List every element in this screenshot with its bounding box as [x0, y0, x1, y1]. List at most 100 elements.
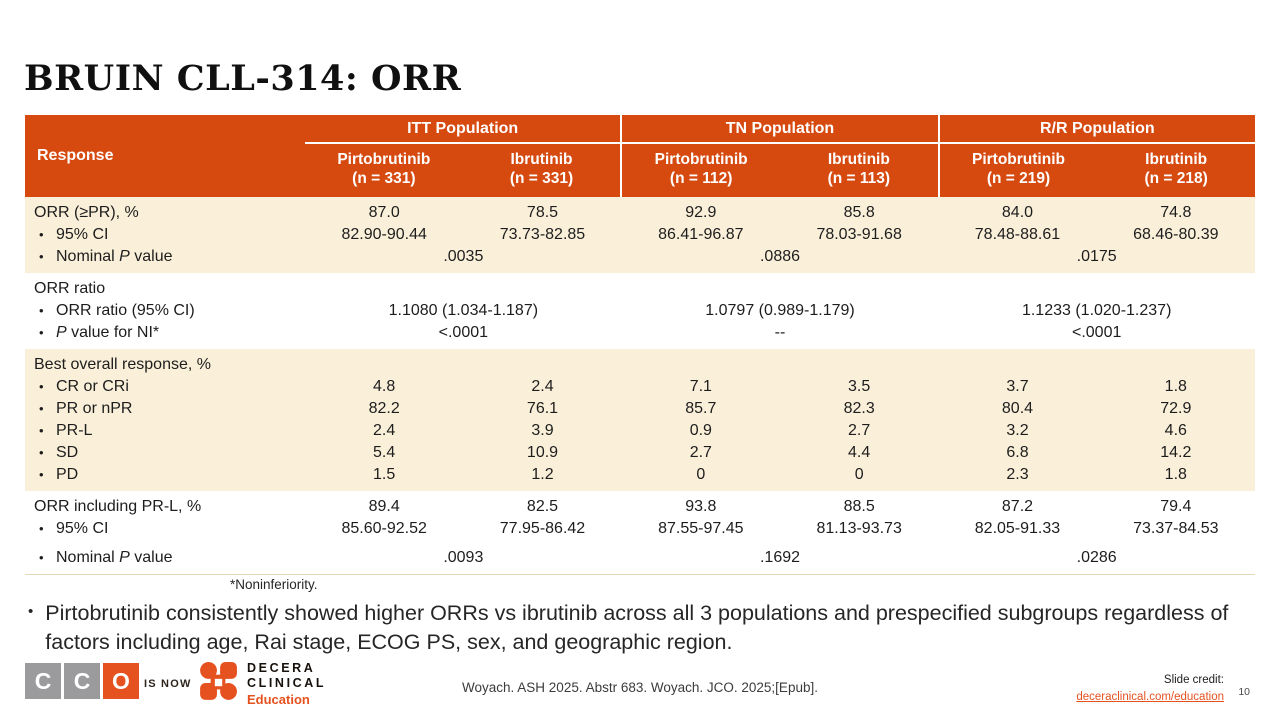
results-table: Response ITT Population Pirtobrutinib (n… [25, 115, 1255, 592]
sample-size: (n = 218) [1144, 170, 1208, 188]
cell-value: 14.2 [1160, 443, 1192, 461]
page-title: BRUIN CLL-314: ORR [24, 58, 462, 99]
bullet-icon: • [39, 400, 44, 416]
cell-value: 72.9 [1160, 399, 1192, 417]
decera-logo-icon [198, 661, 238, 707]
sample-size: (n = 331) [352, 170, 416, 188]
cco-letter: C [64, 663, 100, 699]
cell-value: 73.37-84.53 [1133, 519, 1219, 537]
column-header-arm: Pirtobrutinib (n = 331) [305, 144, 463, 197]
cell-value-span: .1692 [759, 548, 801, 566]
group-header-tn: TN Population Pirtobrutinib (n = 112) Ib… [620, 115, 938, 197]
cell-value: 6.8 [1006, 443, 1029, 461]
population-label: TN Population [622, 115, 938, 144]
cell-value: 82.3 [843, 399, 875, 417]
cell-value: 92.9 [685, 203, 717, 221]
cell-value: 4.6 [1164, 421, 1187, 439]
cco-letter: O [103, 663, 139, 699]
cell-value: 68.46-80.39 [1133, 225, 1219, 243]
row-label: • 95% CI [25, 224, 305, 246]
cell-value: 1.5 [373, 465, 396, 483]
row-label: • PR-L [25, 420, 305, 442]
cell-value: 87.2 [1001, 497, 1034, 515]
sample-size: (n = 331) [509, 170, 574, 188]
cell-value: 0 [854, 465, 864, 483]
bullet-icon: • [39, 302, 44, 318]
population-label: R/R Population [939, 115, 1255, 144]
cell-value: 1.2 [531, 465, 554, 483]
sample-size: (n = 219) [986, 170, 1051, 188]
bullet-icon: • [39, 378, 44, 394]
cell-value-span: 1.0797 (0.989-1.179) [705, 301, 855, 319]
row-label: • PD [25, 464, 305, 486]
cell-value-span: .0175 [1076, 247, 1117, 265]
cell-value: 7.1 [689, 377, 712, 395]
cell-value: 85.7 [685, 399, 717, 417]
cell-value: 84.0 [1001, 203, 1034, 221]
cell-value: 86.41-96.87 [658, 225, 744, 243]
cell-value: 3.7 [1006, 377, 1029, 395]
bullet-icon: • [39, 248, 44, 264]
table-row: • 95% CI 82.90-90.44 73.73-82.85 86.41-96… [25, 224, 1255, 246]
cell-value: 80.4 [1001, 399, 1034, 417]
cell-value-span: 1.1080 (1.034-1.187) [388, 301, 539, 319]
cell-value: 78.5 [526, 203, 559, 221]
group-header-itt: ITT Population Pirtobrutinib (n = 331) I… [305, 115, 621, 197]
row-label: • Nominal P value [25, 246, 305, 268]
decera-education-label: Education [247, 692, 310, 707]
cell-value: 77.95-86.42 [499, 519, 586, 537]
cell-value: 2.7 [848, 421, 871, 439]
cell-value-span: -- [774, 323, 786, 341]
cell-value: 4.4 [848, 443, 871, 461]
drug-name: Ibrutinib [1145, 151, 1208, 168]
decera-logo: DECERA CLINICAL Education [198, 661, 326, 707]
takeaway-bullet: • Pirtobrutinib consistently showed high… [26, 599, 1250, 656]
table-footnote: *Noninferiority. [25, 573, 1255, 592]
sample-size: (n = 113) [827, 170, 891, 188]
row-label: Best overall response, % [34, 355, 211, 373]
cell-value: 89.4 [368, 497, 400, 515]
group-header-rr: R/R Population Pirtobrutinib (n = 219) I… [937, 115, 1255, 197]
cell-value: 87.0 [368, 203, 400, 221]
section-orr-including-prl: ORR including PR-L, % 89.4 82.5 93.8 88.… [25, 490, 1255, 574]
row-label: ORR (≥PR), % [34, 203, 139, 221]
cell-value: 78.48-88.61 [974, 225, 1061, 243]
row-label: • 95% CI [25, 518, 305, 540]
cell-value: 1.8 [1164, 377, 1187, 395]
table-row: ORR ratio [25, 278, 1255, 300]
cell-value: 0 [696, 465, 706, 483]
bullet-icon: • [39, 549, 44, 565]
citation: Woyach. ASH 2025. Abstr 683. Woyach. JCO… [462, 680, 818, 695]
cell-value: 93.8 [685, 497, 717, 515]
slide-credit: Slide credit: deceraclinical.com/educati… [1076, 672, 1224, 707]
cco-letter: C [25, 663, 61, 699]
cell-value: 2.3 [1006, 465, 1029, 483]
section-orr-ratio: ORR ratio • ORR ratio (95% CI) 1.1080 (1.… [25, 272, 1255, 349]
table-row: • CR or CRi 4.8 2.4 7.1 3.5 3.7 1.8 [25, 376, 1255, 398]
cell-value: 82.05-91.33 [974, 519, 1061, 537]
table-row: Best overall response, % [25, 354, 1255, 376]
drug-name: Pirtobrutinib [654, 151, 748, 168]
column-header-arm: Ibrutinib (n = 218) [1097, 144, 1255, 197]
cell-value: 76.1 [526, 399, 559, 417]
column-header-arm: Ibrutinib (n = 331) [463, 144, 621, 197]
cell-value: 0.9 [689, 421, 712, 439]
cell-value-span: <.0001 [1071, 323, 1122, 341]
takeaway-text: Pirtobrutinib consistently showed higher… [45, 601, 1229, 654]
bullet-icon: • [39, 324, 44, 340]
cell-value-span: .0035 [443, 247, 484, 265]
cell-value-span: .0093 [443, 548, 484, 566]
drug-name: Pirtobrutinib [971, 151, 1065, 168]
cell-value: 4.8 [373, 377, 396, 395]
cell-value-span: .0286 [1076, 548, 1117, 566]
slide-credit-link[interactable]: deceraclinical.com/education [1076, 691, 1224, 704]
table-row: • ORR ratio (95% CI) 1.1080 (1.034-1.187)… [25, 300, 1255, 322]
is-now-label: IS NOW [144, 678, 192, 690]
section-orr: ORR (≥PR), % 87.0 78.5 92.9 85.8 84.0 74… [25, 196, 1255, 273]
cell-value: 2.7 [689, 443, 712, 461]
table-row: • Nominal P value .0035 .0886 .0175 [25, 246, 1255, 268]
table-row: • PR or nPR 82.2 76.1 85.7 82.3 80.4 72.9 [25, 398, 1255, 420]
table-row: ORR (≥PR), % 87.0 78.5 92.9 85.8 84.0 74… [25, 202, 1255, 224]
cell-value: 88.5 [843, 497, 875, 515]
table-row: ORR including PR-L, % 89.4 82.5 93.8 88.… [25, 496, 1255, 518]
